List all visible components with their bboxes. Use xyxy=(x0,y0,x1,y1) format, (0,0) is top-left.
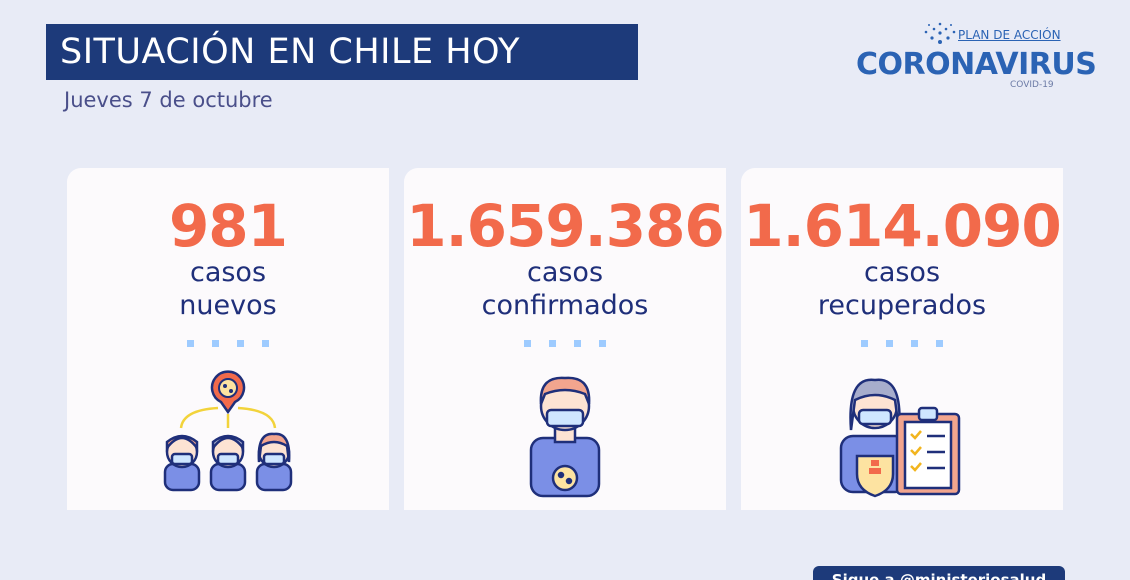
logo-coronavirus-text: CORONAVIRUS xyxy=(856,47,1097,82)
footer-follow-tab[interactable]: Sigue a @ministeriosalud xyxy=(813,566,1065,580)
new-cases-value: 981 xyxy=(168,192,288,260)
recovered-cases-label: casos recuperados xyxy=(817,257,987,321)
card-new-cases: 981 casos nuevos xyxy=(67,168,389,510)
virus-logo-icon xyxy=(924,22,956,44)
date-subtitle: Jueves 7 de octubre xyxy=(64,88,273,112)
card-confirmed-cases: 1.659.386 casos confirmados xyxy=(404,168,726,510)
confirmed-cases-value: 1.659.386 xyxy=(406,192,725,260)
recovered-clipboard-icon xyxy=(839,378,961,498)
masked-person-virus-icon xyxy=(529,376,601,498)
logo-covid-text: COVID-19 xyxy=(1010,80,1054,90)
coronavirus-logo: PLAN DE ACCIÓN CORONAVIRUS COVID-19 xyxy=(850,20,1097,90)
divider-dots xyxy=(861,340,943,347)
card-recovered-cases: 1.614.090 casos recuperados xyxy=(741,168,1063,510)
divider-dots xyxy=(187,340,269,347)
recovered-cases-value: 1.614.090 xyxy=(743,192,1062,260)
confirmed-cases-label: casos confirmados xyxy=(481,257,649,321)
new-cases-label: casos nuevos xyxy=(179,257,277,321)
contagion-people-icon xyxy=(163,370,293,492)
logo-plan-text: PLAN DE ACCIÓN xyxy=(958,28,1061,42)
page-title: SITUACIÓN EN CHILE HOY xyxy=(46,24,638,80)
divider-dots xyxy=(524,340,606,347)
